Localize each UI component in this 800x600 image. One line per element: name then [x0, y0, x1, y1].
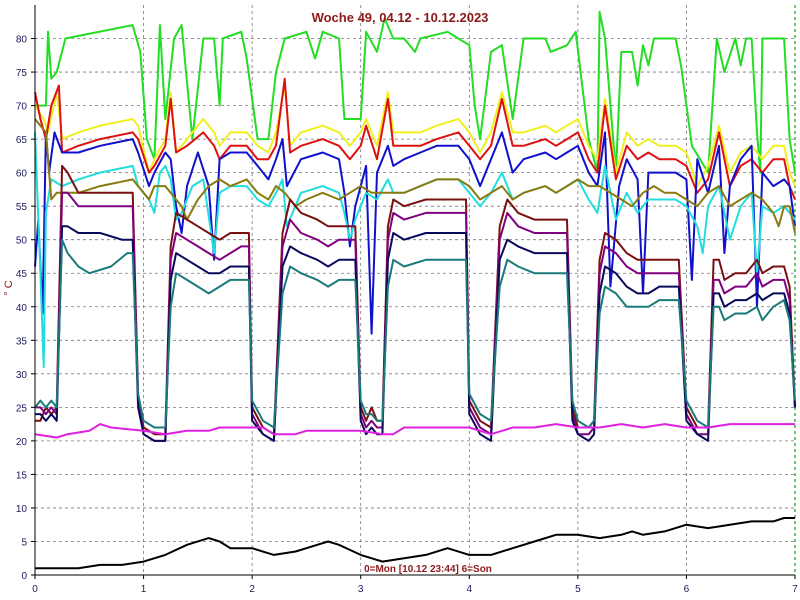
y-tick-label: 10 — [16, 504, 28, 515]
x-tick-label: 5 — [575, 584, 581, 595]
series-line-11 — [34, 423, 795, 439]
y-axis-label: ° C — [3, 280, 15, 295]
x-tick-label: 0 — [32, 584, 38, 595]
y-tick-label: 75 — [16, 68, 28, 79]
series-line-1 — [35, 10, 796, 174]
y-tick-label: 60 — [16, 169, 28, 180]
chart-subtitle: 0=Mon [10.12 23:44] 6=Son — [364, 564, 492, 575]
y-tick-label: 65 — [16, 135, 28, 146]
x-tick-label: 6 — [684, 584, 690, 595]
series-line-4 — [34, 131, 796, 335]
y-tick-label: 20 — [16, 437, 28, 448]
y-tick-label: 25 — [16, 403, 28, 414]
y-tick-label: 50 — [16, 236, 28, 247]
x-tick-label: 1 — [141, 584, 147, 595]
y-tick-label: 70 — [16, 102, 28, 113]
y-tick-label: 35 — [16, 336, 28, 347]
x-tick-label: 3 — [358, 584, 364, 595]
series-line-12 — [35, 517, 795, 570]
y-tick-label: 80 — [16, 35, 28, 46]
y-tick-label: 40 — [16, 303, 28, 314]
series-line-10 — [34, 238, 796, 429]
x-tick-label: 4 — [467, 584, 473, 595]
series-line-3 — [34, 77, 796, 200]
y-tick-label: 0 — [21, 571, 27, 582]
y-tick-label: 45 — [16, 269, 28, 280]
y-tick-label: 5 — [21, 537, 27, 548]
series-line-7 — [35, 164, 796, 436]
axes — [31, 5, 796, 579]
series-line-6 — [34, 118, 796, 234]
series-lines — [34, 10, 796, 570]
y-tick-label: 55 — [16, 202, 28, 213]
x-tick-label: 7 — [792, 584, 798, 595]
x-tick-label: 2 — [249, 584, 255, 595]
y-tick-label: 30 — [16, 370, 28, 381]
chart-title: Woche 49, 04.12 - 10.12.2023 — [312, 10, 489, 25]
y-tick-label: 15 — [16, 470, 28, 481]
series-line-9 — [35, 225, 796, 442]
